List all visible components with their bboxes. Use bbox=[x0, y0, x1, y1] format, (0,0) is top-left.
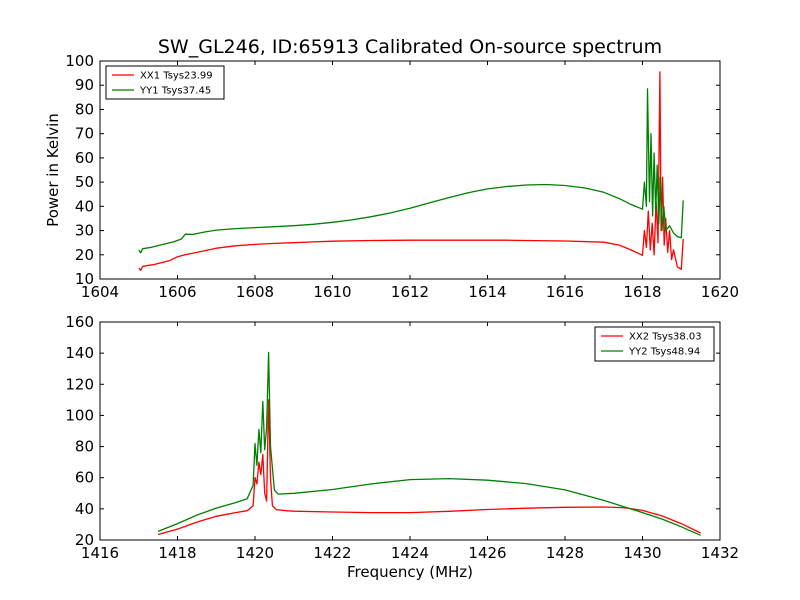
x-tick-label: 1430 bbox=[623, 544, 661, 562]
legend: XX1 Tsys23.99 YY1 Tsys37.45 bbox=[105, 65, 225, 100]
legend: XX2 Tsys38.03 YY2 Tsys48.94 bbox=[594, 326, 715, 362]
y-tick-label: 120 bbox=[65, 375, 94, 393]
x-tick-label: 1614 bbox=[468, 283, 506, 301]
x-tick-label: 1422 bbox=[313, 544, 351, 562]
y-tick-label: 90 bbox=[75, 76, 94, 94]
x-tick-label: 1426 bbox=[468, 544, 506, 562]
series-line-xx bbox=[157, 399, 701, 536]
x-tick-label: 1424 bbox=[391, 544, 429, 562]
bottom-panel: 1416 1418 1420 1422 1424 1426 1428 1430 1432 20 40… bbox=[65, 313, 739, 581]
figure-title: SW_GL246, ID:65913 Calibrated On-source … bbox=[158, 36, 662, 58]
x-tick-label: 1604 bbox=[81, 283, 119, 301]
y-tick-label: 100 bbox=[65, 52, 94, 70]
x-tick-label: 1428 bbox=[546, 544, 584, 562]
x-tick-label: 1616 bbox=[546, 283, 584, 301]
y-tick-label: 20 bbox=[75, 246, 94, 264]
legend-label: YY2 Tsys48.94 bbox=[628, 347, 700, 358]
x-tick-label: 1610 bbox=[313, 283, 351, 301]
y-tick-label: 40 bbox=[75, 197, 94, 215]
y-tick-label: 50 bbox=[75, 173, 94, 191]
x-tick-label: 1608 bbox=[236, 283, 274, 301]
x-tick-label: 1612 bbox=[391, 283, 429, 301]
y-tick-label: 40 bbox=[75, 500, 94, 518]
y-tick-label: 80 bbox=[75, 438, 94, 456]
series-line-xx bbox=[138, 71, 684, 271]
y-axis-label: Power in Kelvin bbox=[44, 113, 62, 227]
x-tick-label: 1416 bbox=[81, 544, 119, 562]
legend-label: XX2 Tsys38.03 bbox=[629, 332, 702, 343]
top-panel: 1604 1606 1608 1610 1612 1614 1616 1618 1620 10 20… bbox=[44, 52, 739, 301]
legend-box bbox=[594, 326, 715, 362]
x-tick-label: 1618 bbox=[623, 283, 661, 301]
y-tick-label: 100 bbox=[65, 406, 94, 424]
y-tick-label: 10 bbox=[75, 270, 94, 288]
x-tick-label: 1432 bbox=[701, 544, 739, 562]
x-tick-label: 1418 bbox=[158, 544, 196, 562]
x-axis-label: Frequency (MHz) bbox=[347, 563, 473, 581]
legend-box bbox=[105, 65, 225, 100]
y-tick-label: 20 bbox=[75, 531, 94, 549]
series-line-yy bbox=[157, 351, 701, 536]
y-tick-label: 80 bbox=[75, 100, 94, 118]
x-tick-label: 1606 bbox=[158, 283, 196, 301]
legend-label: XX1 Tsys23.99 bbox=[140, 71, 213, 82]
legend-label: YY1 Tsys37.45 bbox=[139, 86, 211, 97]
y-tick-label: 60 bbox=[75, 149, 94, 167]
x-tick-label: 1620 bbox=[701, 283, 739, 301]
y-tick-label: 70 bbox=[75, 125, 94, 143]
y-tick-label: 160 bbox=[65, 313, 94, 331]
y-tick-label: 30 bbox=[75, 222, 94, 240]
x-tick-label: 1420 bbox=[236, 544, 274, 562]
series-line-yy bbox=[138, 88, 684, 254]
y-tick-label: 60 bbox=[75, 469, 94, 487]
y-tick-label: 140 bbox=[65, 344, 94, 362]
